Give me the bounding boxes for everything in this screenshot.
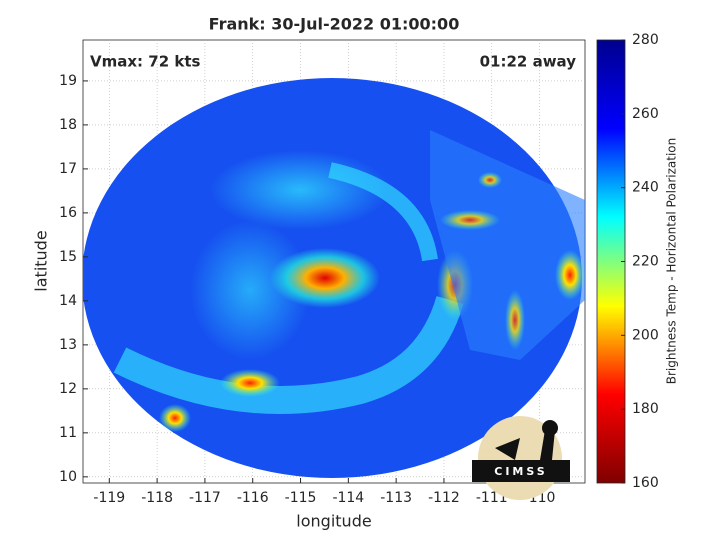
x-tick-label: -114: [332, 490, 364, 506]
swath-image: [83, 78, 585, 478]
x-tick-label: -119: [93, 490, 125, 506]
y-tick-label: 18: [59, 117, 77, 133]
colorbar-tick-label: 280: [632, 32, 659, 48]
x-tick-label: -117: [189, 490, 221, 506]
chart-title: Frank: 30-Jul-2022 01:00:00: [209, 15, 460, 34]
y-tick-label: 14: [59, 293, 77, 309]
y-tick-label: 13: [59, 337, 77, 353]
colorbar-tick-label: 200: [632, 327, 659, 343]
y-tick-label: 11: [59, 425, 77, 441]
colorbar-tick-label: 160: [632, 475, 659, 491]
x-tick-label: -115: [285, 490, 317, 506]
colorbar-label: Brightness Temp - Horizontal Polarizatio…: [665, 138, 679, 385]
y-tick-label: 19: [59, 73, 77, 89]
colorbar-tick-label: 240: [632, 180, 659, 196]
y-tick-label: 15: [59, 249, 77, 265]
x-tick-label: -116: [237, 490, 269, 506]
x-tick-label: -118: [141, 490, 173, 506]
colorbar-tick-label: 220: [632, 254, 659, 270]
x-tick-label: -113: [380, 490, 412, 506]
logo-text: CIMSS: [494, 465, 547, 478]
colorbar-tick-label: 260: [632, 106, 659, 122]
colorbar-tick-label: 180: [632, 401, 659, 417]
x-tick-label: -112: [428, 490, 460, 506]
vmax-label: Vmax: 72 kts: [90, 53, 200, 71]
x-axis-label: longitude: [296, 512, 371, 531]
logo: CIMSS: [472, 416, 570, 500]
y-tick-label: 10: [59, 469, 77, 485]
y-tick-label: 12: [59, 381, 77, 397]
y-axis-label: latitude: [32, 230, 51, 291]
y-tick-label: 16: [59, 205, 77, 221]
colorbar: [596, 39, 626, 484]
time-label: 01:22 away: [480, 53, 577, 71]
y-tick-label: 17: [59, 161, 77, 177]
